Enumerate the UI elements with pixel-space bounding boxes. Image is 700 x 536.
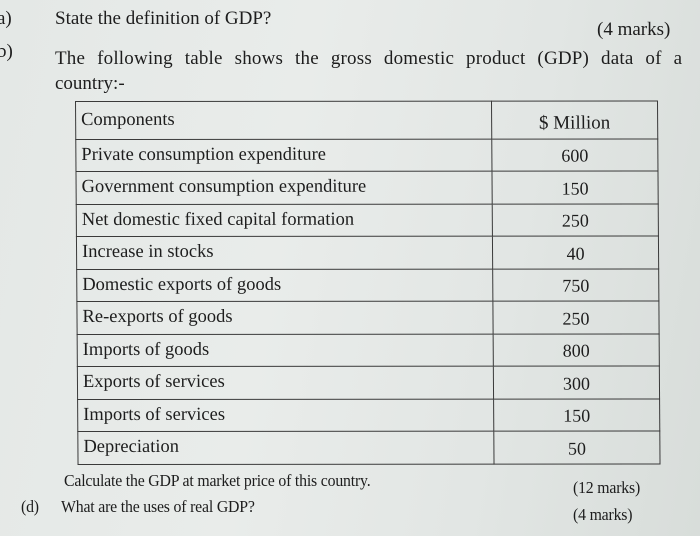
table-row: Increase in stocks 40 — [76, 235, 659, 270]
table-header-row: Components $ Million — [75, 100, 658, 140]
value-cell: 800 — [493, 333, 660, 367]
question-b-label: b) — [0, 41, 13, 62]
question-a-text: State the definition of GDP? — [55, 8, 272, 29]
component-cell: Increase in stocks — [76, 236, 493, 270]
question-d-label: (d) — [21, 497, 39, 516]
value-cell: 150 — [493, 398, 660, 432]
component-cell: Domestic exports of goods — [76, 268, 493, 302]
header-components: Components — [75, 101, 492, 140]
question-c-text: Calculate the GDP at market price of thi… — [64, 471, 371, 490]
table-row: Imports of goods 800 — [77, 333, 660, 367]
value-cell: 300 — [493, 365, 660, 399]
question-d-marks: (4 marks) — [573, 505, 633, 524]
component-cell: Imports of services — [77, 398, 494, 432]
value-cell: 600 — [491, 138, 658, 172]
header-value: $ Million — [491, 100, 658, 139]
table-row: Domestic exports of goods 750 — [76, 268, 659, 302]
table-row: Government consumption expenditure 150 — [75, 170, 659, 205]
table-row: Exports of services 300 — [77, 365, 660, 400]
question-d-text: What are the uses of real GDP? — [61, 497, 255, 516]
question-b-text-line2: country:- — [55, 73, 125, 94]
component-cell: Depreciation — [77, 431, 495, 465]
value-cell: 250 — [492, 203, 659, 237]
table-row: Imports of services 150 — [77, 398, 660, 432]
value-cell: 250 — [492, 300, 660, 334]
question-c-marks: (12 marks) — [573, 478, 641, 497]
value-cell: 150 — [491, 170, 659, 204]
value-cell: 50 — [493, 430, 661, 464]
question-a-marks: (4 marks) — [597, 19, 671, 40]
value-cell: 40 — [492, 235, 659, 269]
component-cell: Re-exports of goods — [76, 301, 494, 335]
component-cell: Exports of services — [77, 366, 494, 400]
question-b-text-line1: The following table shows the gross dome… — [55, 48, 683, 69]
table-row: Depreciation 50 — [77, 430, 661, 465]
table-row: Private consumption expenditure 600 — [75, 138, 658, 172]
component-cell: Imports of goods — [77, 333, 494, 367]
gdp-data-table: Components $ Million Private consumption… — [75, 100, 661, 465]
question-a-label: a) — [0, 8, 12, 29]
component-cell: Net domestic fixed capital formation — [76, 203, 493, 237]
table-row: Re-exports of goods 250 — [76, 300, 660, 335]
component-cell: Government consumption expenditure — [75, 171, 493, 205]
component-cell: Private consumption expenditure — [75, 138, 492, 172]
value-cell: 750 — [492, 268, 659, 302]
table-row: Net domestic fixed capital formation 250 — [76, 203, 659, 237]
